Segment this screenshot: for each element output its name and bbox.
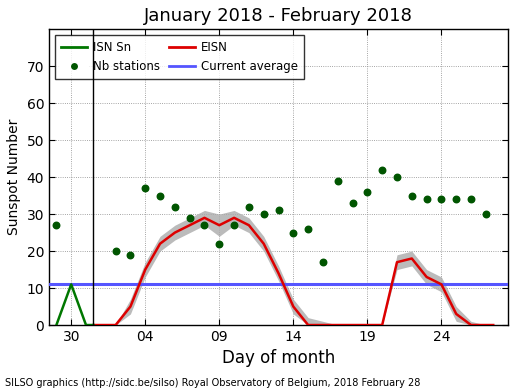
Title: January 2018 - February 2018: January 2018 - February 2018 [144,7,413,25]
Point [200,222,209,228]
Point [349,200,357,206]
Point [393,174,401,180]
Point [52,222,60,228]
Point [289,229,298,236]
Point [408,193,416,199]
Point [422,196,431,202]
Point [260,211,268,217]
Point [304,226,312,232]
Point [319,259,327,265]
Point [215,241,224,247]
Point [112,248,120,254]
Point [156,193,164,199]
Point [171,204,179,210]
X-axis label: Day of month: Day of month [222,349,335,367]
Point [467,196,475,202]
Point [126,252,134,258]
Point [274,207,283,214]
Point [185,215,194,221]
Point [452,196,460,202]
Text: SILSO graphics (http://sidc.be/silso) Royal Observatory of Belgium, 2018 Februar: SILSO graphics (http://sidc.be/silso) Ro… [5,378,421,388]
Y-axis label: Sunspot Number: Sunspot Number [7,119,21,235]
Point [378,167,386,173]
Point [141,185,149,191]
Legend: ISN Sn, Nb stations, EISN, Current average: ISN Sn, Nb stations, EISN, Current avera… [55,35,304,79]
Point [334,178,342,184]
Point [230,222,238,228]
Point [363,189,371,195]
Point [437,196,445,202]
Point [245,204,253,210]
Point [482,211,490,217]
